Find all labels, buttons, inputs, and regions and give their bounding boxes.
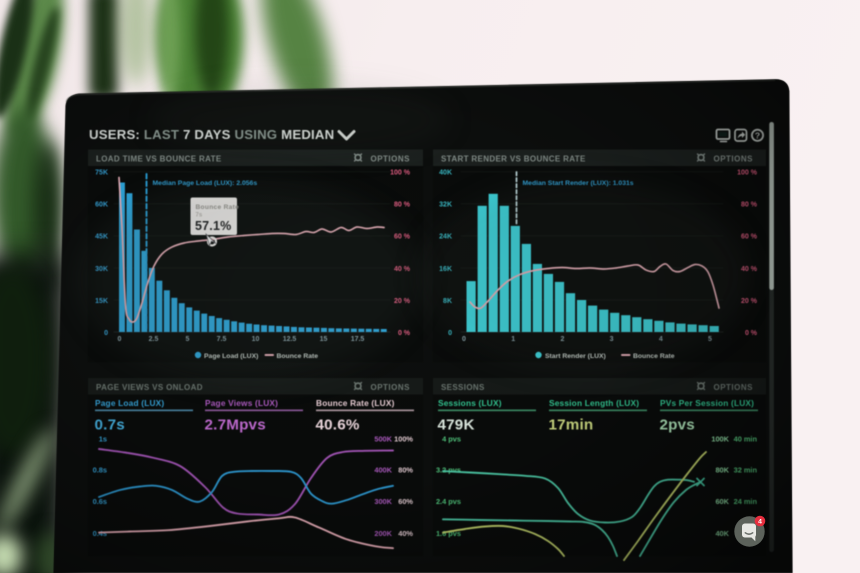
svg-text:4: 4 — [758, 519, 762, 526]
